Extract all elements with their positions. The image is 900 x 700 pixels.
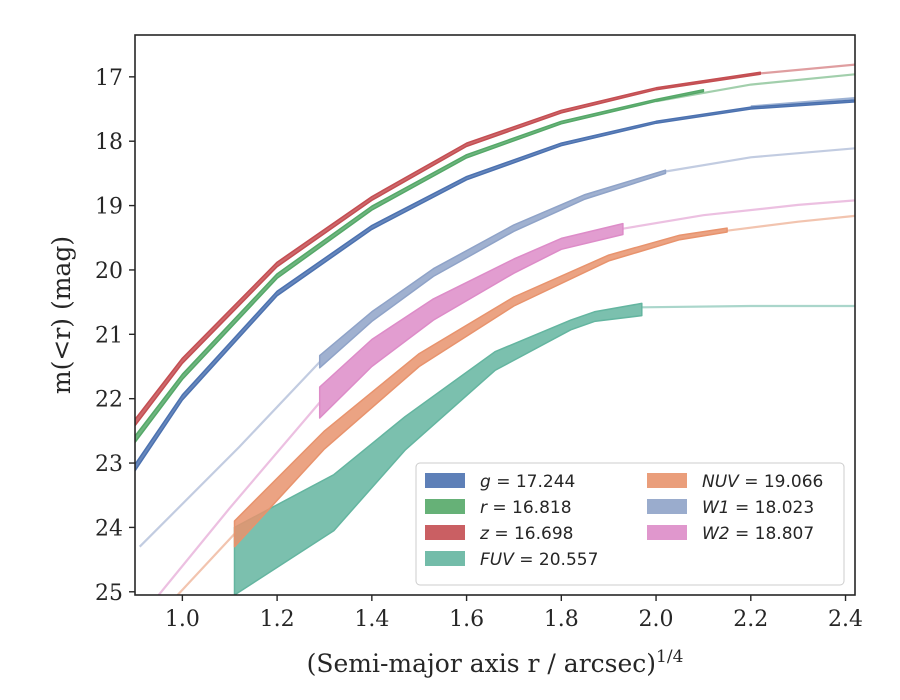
- legend-swatch: [425, 525, 465, 540]
- model-line-w2: [157, 401, 321, 595]
- legend-item-fuv: FUV = 20.557: [425, 550, 598, 570]
- legend-label: r = 16.818: [480, 498, 572, 518]
- y-tick-label: 25: [95, 581, 123, 606]
- band-fuv: [233, 302, 643, 595]
- y-tick-label: 22: [95, 388, 123, 413]
- y-axis: 17 18 19 20 21 22 23 24 25: [95, 66, 135, 606]
- model-line-g: [750, 97, 855, 108]
- legend-swatch: [425, 551, 465, 566]
- legend-label: W2 = 18.807: [702, 524, 814, 544]
- x-tick-label: 2.4: [828, 607, 863, 632]
- x-tick-label: 1.6: [449, 607, 484, 632]
- x-axis-label-exponent: 1/4: [656, 647, 683, 667]
- legend-box: [415, 462, 845, 586]
- legend-label: W1 = 18.023: [702, 498, 814, 518]
- y-tick-label: 24: [95, 516, 123, 541]
- x-tick-label: 1.8: [544, 607, 579, 632]
- band-nuv: [233, 227, 728, 548]
- legend-label: g = 17.244: [480, 472, 575, 492]
- series-r: [135, 73, 855, 444]
- series-w2: [157, 199, 855, 595]
- band-w2: [318, 222, 624, 419]
- plot-frame: [134, 34, 856, 596]
- legend-label: z = 16.698: [479, 524, 573, 544]
- model-line-w1: [138, 361, 321, 548]
- model-line-nuv-tail: [726, 214, 855, 232]
- legend-item-r: r = 16.818: [425, 498, 572, 518]
- y-tick-label: 20: [95, 259, 123, 284]
- legend: g = 17.244 r = 16.818 z = 16.698 FUV = 20.5…: [415, 462, 845, 586]
- legend-swatch: [425, 473, 465, 488]
- x-axis-label: (Semi-major axis r / arcsec)1/4: [307, 647, 684, 678]
- y-tick-label: 18: [95, 130, 123, 155]
- x-tick-label: 2.2: [733, 607, 768, 632]
- band-w1: [318, 169, 667, 369]
- legend-item-z: z = 16.698: [425, 524, 573, 544]
- series-z: [135, 63, 855, 427]
- legend-item-g: g = 17.244: [425, 472, 575, 492]
- band-r: [135, 88, 705, 444]
- model-line-nuv: [176, 533, 236, 595]
- y-tick-label: 21: [95, 323, 123, 348]
- series-nuv: [176, 214, 855, 595]
- legend-item-nuv: NUV = 19.066: [647, 472, 823, 492]
- series-fuv: [233, 302, 855, 595]
- legend-swatch: [647, 499, 687, 514]
- legend-item-w2: W2 = 18.807: [647, 524, 814, 544]
- x-axis: 1.0 1.2 1.4 1.6 1.8 2.0 2.2 2.4: [165, 595, 863, 632]
- series-layer: [135, 63, 855, 595]
- band-z: [135, 71, 762, 427]
- y-axis-label: m(<r) (mag): [47, 236, 76, 394]
- x-tick-label: 2.0: [639, 607, 674, 632]
- y-tick-label: 23: [95, 452, 123, 477]
- model-line-w2-tail: [622, 199, 855, 230]
- legend-label: NUV = 19.066: [702, 472, 823, 492]
- series-g: [135, 97, 855, 472]
- model-line-w1-tail: [665, 147, 855, 173]
- series-w1: [138, 147, 855, 548]
- band-g: [135, 99, 855, 472]
- x-tick-label: 1.4: [354, 607, 389, 632]
- model-line-fuv: [641, 304, 855, 309]
- y-tick-label: 19: [95, 195, 123, 220]
- y-tick-label: 17: [95, 66, 123, 91]
- legend-swatch: [425, 499, 465, 514]
- legend-label: FUV = 20.557: [480, 550, 598, 570]
- x-tick-label: 1.2: [260, 607, 295, 632]
- model-line-r: [655, 73, 855, 103]
- legend-swatch: [647, 473, 687, 488]
- legend-item-w1: W1 = 18.023: [647, 498, 814, 518]
- x-tick-label: 1.0: [165, 607, 200, 632]
- legend-swatch: [647, 525, 687, 540]
